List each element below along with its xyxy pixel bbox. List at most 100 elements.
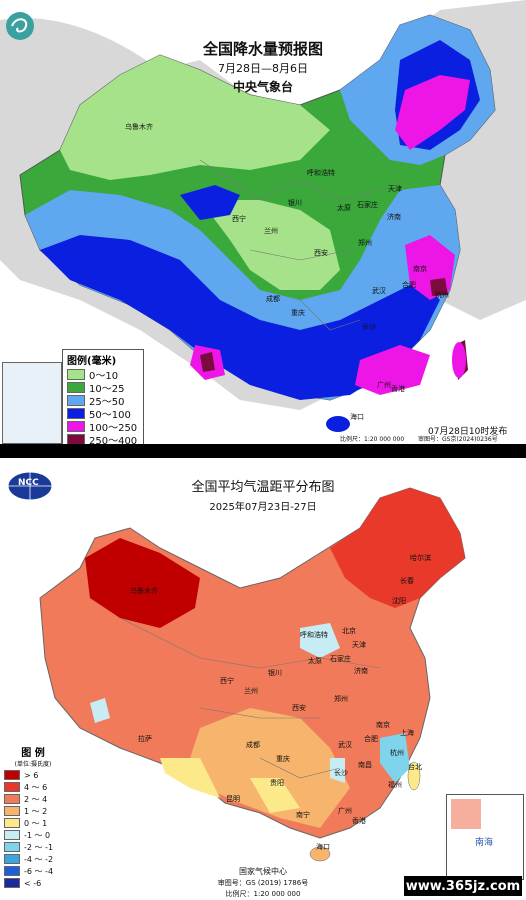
- legend-label: -6 ～ -4: [24, 866, 54, 876]
- city-label: 兰州: [244, 687, 258, 695]
- city-label: 成都: [266, 295, 280, 303]
- legend-item: -1 ～ 0: [4, 829, 62, 841]
- rain-map-graphic: [0, 0, 526, 444]
- city-label: 合肥: [402, 281, 416, 289]
- city-label: 济南: [354, 667, 368, 675]
- legend-label: 10～25: [89, 384, 125, 395]
- legend-item: -6 ～ -4: [4, 865, 62, 877]
- city-label: 银川: [268, 669, 282, 677]
- city-label: 济南: [387, 213, 401, 221]
- legend-label: 4 ～ 6: [24, 782, 48, 792]
- city-label: 呼和浩特: [307, 169, 335, 177]
- south-sea-inset: [2, 362, 62, 444]
- legend-item: 0～10: [67, 368, 139, 382]
- legend-label: 2 ～ 4: [24, 794, 48, 804]
- temp-legend-title: 图 例: [21, 748, 45, 759]
- temp-map-title: 全国平均气温距平分布图: [191, 480, 335, 495]
- legend-swatch: [4, 866, 20, 876]
- legend-swatch: [67, 395, 85, 406]
- city-label: 台北: [408, 763, 422, 771]
- temp-review-number: 审图号：GS (2019) 1786号: [217, 879, 309, 887]
- legend-swatch: [4, 794, 20, 804]
- city-label: 海口: [316, 843, 330, 851]
- legend-item: 50～100: [67, 407, 139, 421]
- issue-time: 07月28日10时发布: [428, 427, 508, 437]
- legend-item: -2 ～ -1: [4, 841, 62, 853]
- temp-map-period: 2025年07月23日-27日: [209, 502, 317, 513]
- city-label: 天津: [352, 641, 366, 649]
- city-label: 南昌: [358, 761, 372, 769]
- city-label: 石家庄: [357, 201, 378, 209]
- rain-map-period: 7月28日—8月6日: [218, 62, 308, 75]
- legend-swatch: [67, 421, 85, 432]
- city-label: 西宁: [232, 215, 246, 223]
- city-label: 香港: [391, 385, 405, 393]
- city-label: 长春: [400, 577, 414, 585]
- legend-item: > 6: [4, 769, 62, 781]
- legend-label: > 6: [24, 770, 39, 780]
- city-label: 南宁: [296, 811, 310, 819]
- city-label: 西安: [292, 704, 306, 712]
- rain-scale: 比例尺：1:20 000 000: [340, 436, 405, 443]
- city-label: 武汉: [372, 287, 386, 295]
- legend-swatch: [4, 878, 20, 888]
- watermark: www.365jz.com: [404, 876, 522, 896]
- legend-swatch: [4, 782, 20, 792]
- rain-legend-title: 图例(毫米): [67, 356, 117, 367]
- legend-swatch: [4, 770, 20, 780]
- legend-label: 50～100: [89, 410, 131, 421]
- city-label: 石家庄: [330, 655, 351, 663]
- legend-swatch: [67, 434, 85, 444]
- legend-label: 250～400: [89, 436, 138, 444]
- rain-map-issuer: 中央气象台: [232, 80, 293, 94]
- city-label: 上海: [400, 729, 414, 737]
- legend-label: 0 ～ 1: [24, 818, 48, 828]
- legend-swatch: [4, 818, 20, 828]
- city-label: 贵阳: [270, 779, 284, 787]
- city-label: 合肥: [364, 735, 378, 743]
- legend-label: 1 ～ 2: [24, 806, 48, 816]
- city-label: 郑州: [334, 695, 348, 703]
- city-label: 郑州: [358, 239, 372, 247]
- legend-swatch: [67, 382, 85, 393]
- temp-legend-unit: (单位:摄氏度): [14, 761, 52, 768]
- city-label: 呼和浩特: [300, 631, 328, 639]
- legend-item: 25～50: [67, 394, 139, 408]
- legend-label: -1 ～ 0: [24, 830, 51, 840]
- legend-label: -4 ～ -2: [24, 854, 54, 864]
- city-label: 长沙: [334, 769, 348, 777]
- city-label: 杭州: [435, 291, 449, 299]
- city-label: 南京: [376, 721, 390, 729]
- city-label: 哈尔滨: [410, 554, 431, 562]
- rain-legend: 图例(毫米) 0～10 10～25 25～50 50～100 100～250 2…: [62, 349, 144, 444]
- legend-item: < -6: [4, 877, 62, 889]
- city-label: 天津: [388, 185, 402, 193]
- legend-swatch: [67, 369, 85, 380]
- city-label: 北京: [342, 627, 356, 635]
- city-label: 西宁: [220, 677, 234, 685]
- legend-swatch: [4, 854, 20, 864]
- city-label: 广州: [338, 807, 352, 815]
- city-label: 福州: [388, 781, 402, 789]
- city-label: 广州: [377, 381, 391, 389]
- city-label: 太原: [337, 204, 351, 212]
- city-label: 杭州: [390, 749, 404, 757]
- legend-swatch: [4, 842, 20, 852]
- legend-label: 25～50: [89, 397, 125, 408]
- city-label: 重庆: [276, 755, 290, 763]
- south-sea-inset: 南海: [446, 794, 524, 880]
- legend-item: 0 ～ 1: [4, 817, 62, 829]
- legend-item: 1 ～ 2: [4, 805, 62, 817]
- legend-item: 4 ～ 6: [4, 781, 62, 793]
- city-label: 拉萨: [138, 735, 152, 743]
- city-label: 乌鲁木齐: [130, 587, 158, 595]
- ncc-logo-text: NCC: [18, 478, 39, 488]
- temp-legend: 图 例 (单位:摄氏度) > 6 4 ～ 6 2 ～ 4 1 ～ 2 0 ～ 1…: [4, 744, 62, 889]
- legend-item: -4 ～ -2: [4, 853, 62, 865]
- city-label: 武汉: [338, 741, 352, 749]
- south-sea-label: 南海: [475, 838, 494, 848]
- legend-swatch: [4, 830, 20, 840]
- city-label: 香港: [352, 817, 366, 825]
- agency-name: 国家气候中心: [239, 867, 287, 876]
- city-label: 兰州: [264, 227, 278, 235]
